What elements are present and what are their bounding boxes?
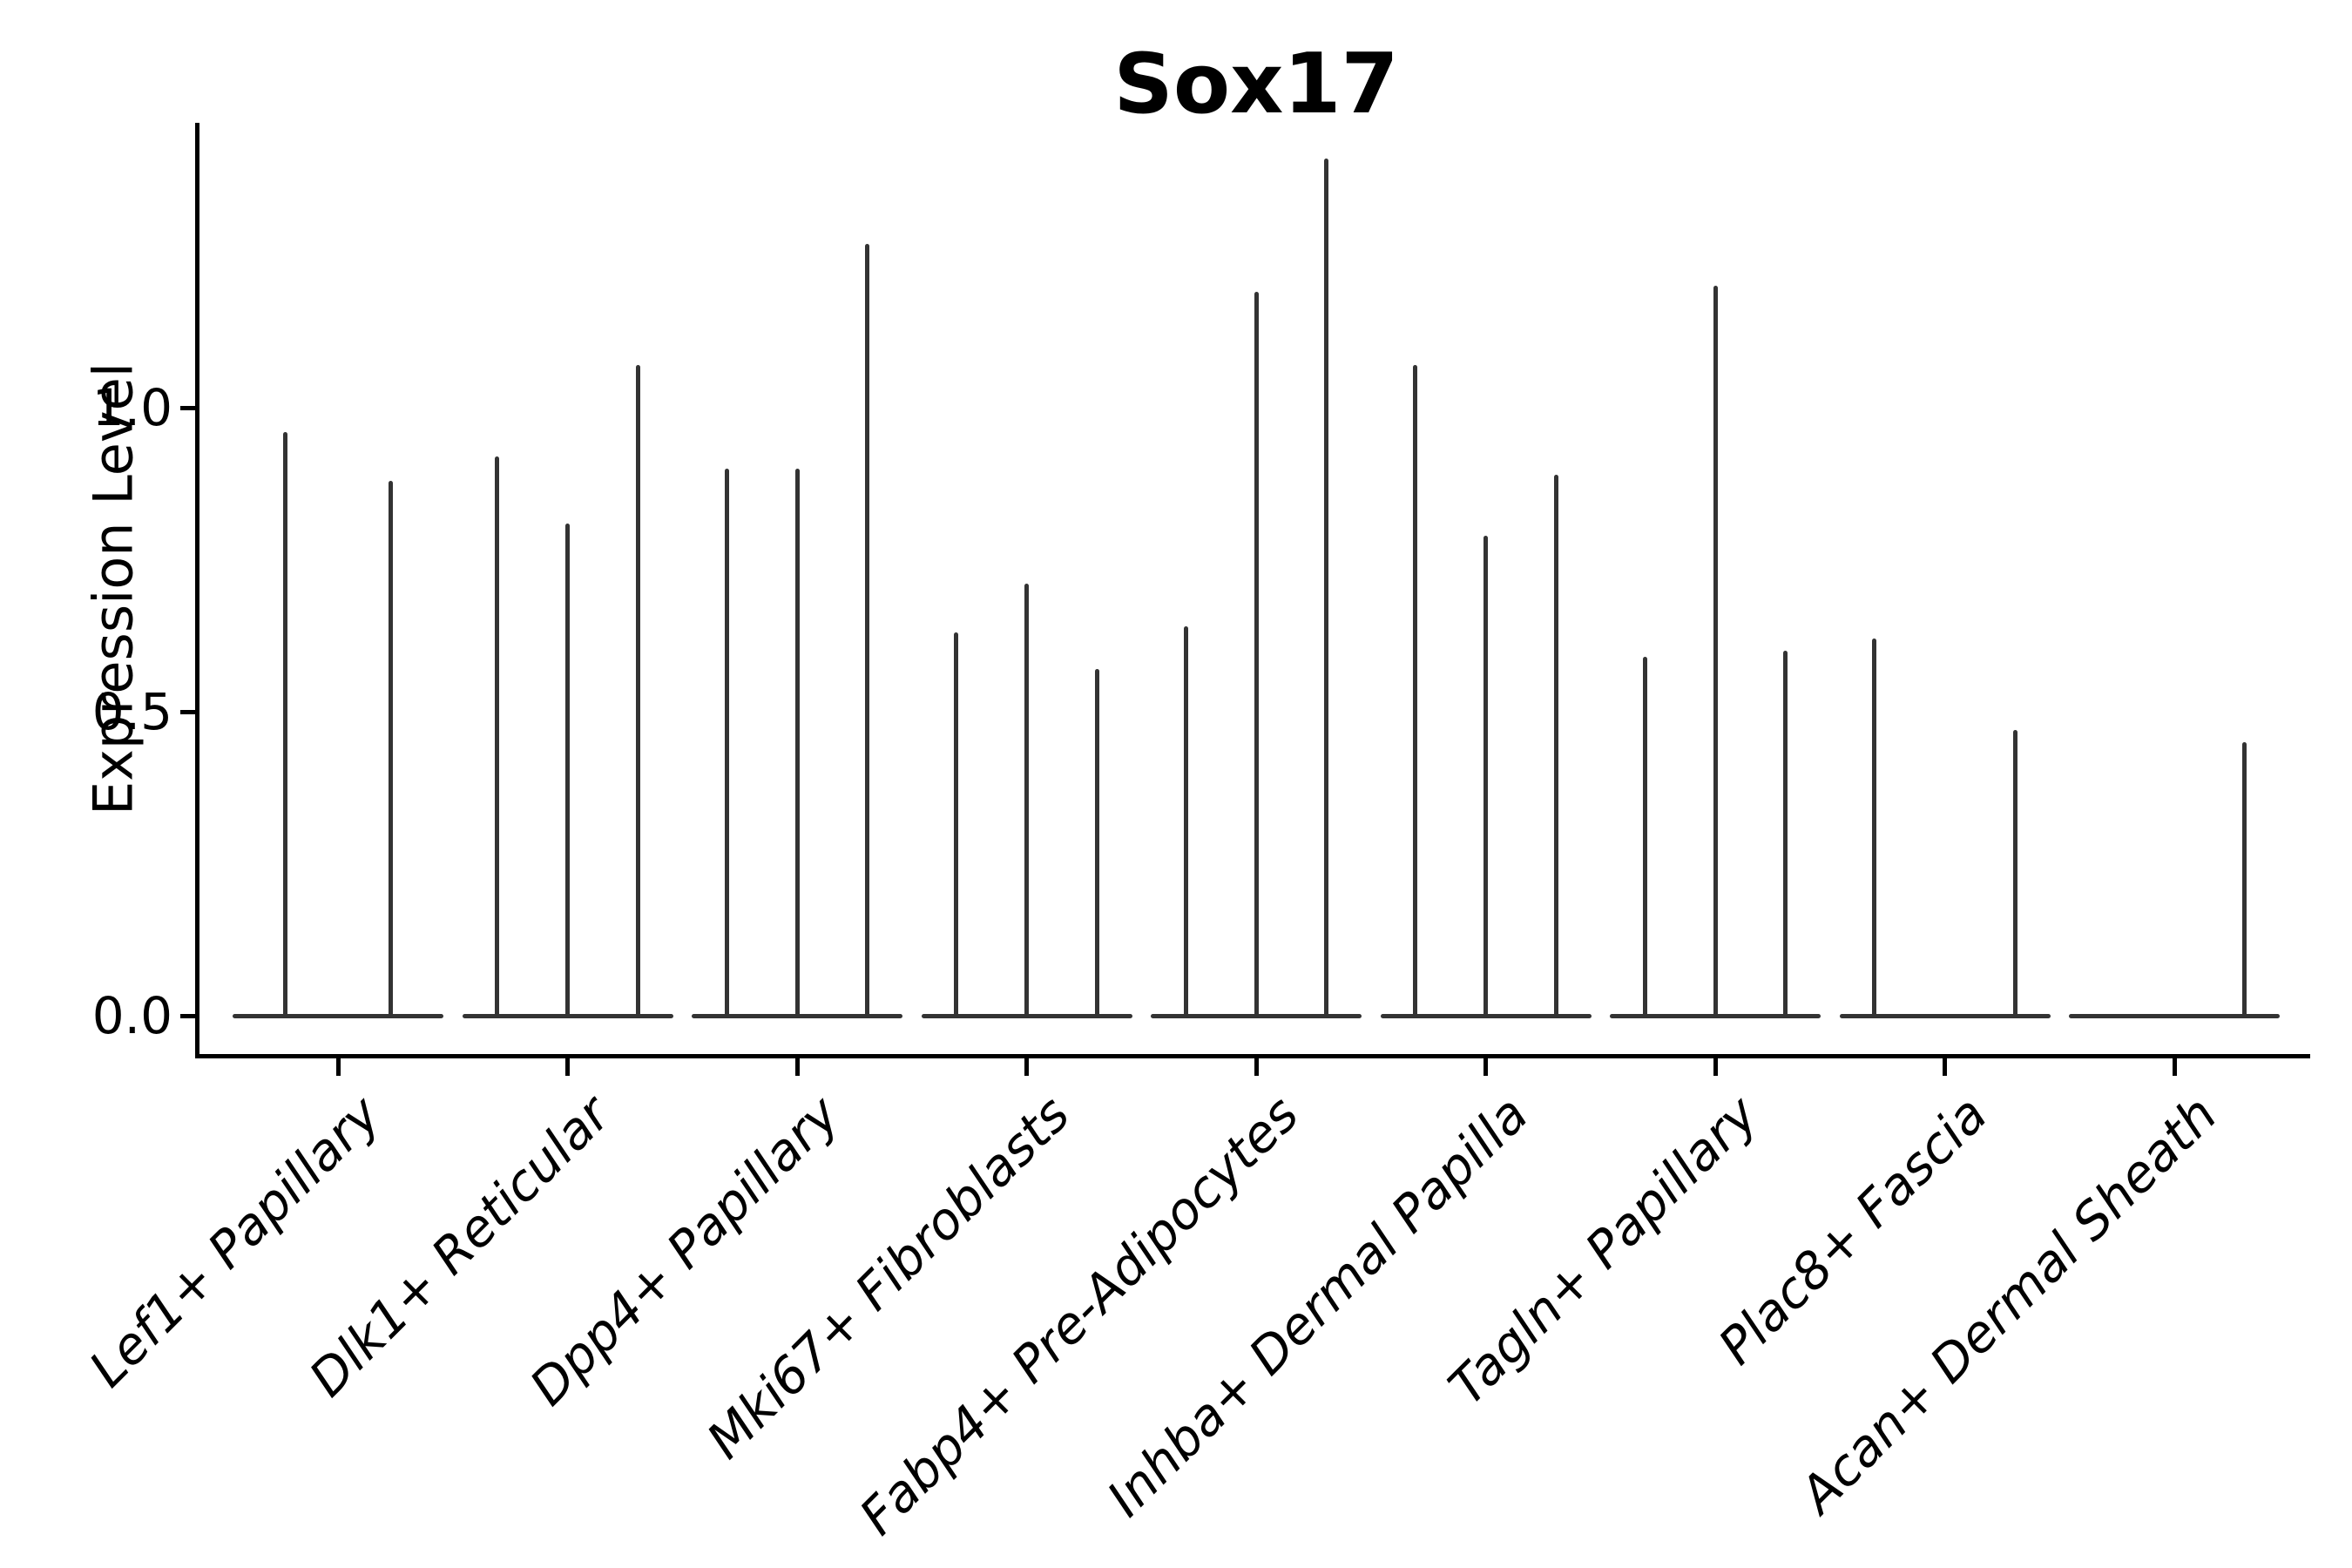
violin-spike [2242, 741, 2247, 1018]
violin-spike [565, 523, 570, 1018]
violin-spike [495, 456, 500, 1018]
violin-spike [1254, 292, 1259, 1018]
y-tick [180, 709, 198, 714]
violin-spike [1183, 626, 1188, 1018]
y-axis-tick-label: 0.0 [91, 986, 172, 1045]
bottom-spine [195, 1054, 2310, 1058]
violin-spike [724, 468, 729, 1018]
violin-spike [1642, 657, 1647, 1018]
y-tick [180, 405, 198, 410]
violin-spike [1413, 365, 1418, 1018]
x-axis-tick-label: Inhba+ Dermal Papilla [1096, 1084, 1540, 1529]
x-axis-tick-label: Acan+ Dermal Sheath [1788, 1084, 2228, 1524]
violin-spike [954, 632, 959, 1018]
chart-title: Sox17 [1113, 37, 1399, 132]
violin-base [2069, 1014, 2280, 1018]
violin-spike [283, 431, 287, 1018]
violin-spike [1783, 651, 1788, 1018]
violin-base [1839, 1014, 2051, 1018]
y-axis-tick-label: 1.0 [91, 378, 172, 437]
x-tick [794, 1058, 800, 1076]
x-axis-tick-label: Fabp4+ Pre-Adipocytes [848, 1084, 1310, 1546]
violin-spike [1872, 639, 1877, 1018]
violin-base [233, 1014, 443, 1018]
violin-spike [1713, 286, 1718, 1018]
x-tick [2172, 1058, 2177, 1076]
left-spine [195, 123, 199, 1058]
violin-spike [389, 480, 393, 1018]
x-tick [1713, 1058, 1718, 1076]
violin-spike [794, 468, 800, 1018]
violin-spike [1024, 584, 1029, 1018]
x-tick [335, 1058, 341, 1076]
y-axis-tick-label: 0.5 [91, 682, 172, 741]
violin-spike [2012, 729, 2017, 1018]
violin-spike [1094, 669, 1099, 1018]
x-tick [1943, 1058, 1947, 1076]
x-tick [1024, 1058, 1029, 1076]
violin-spike [865, 243, 870, 1018]
x-tick [1484, 1058, 1488, 1076]
x-tick [565, 1058, 570, 1076]
violin-spike [1324, 158, 1329, 1018]
violin-spike [635, 365, 640, 1018]
violin-spike [1484, 535, 1488, 1018]
violin-spike [1553, 474, 1558, 1018]
y-tick [180, 1013, 198, 1018]
x-tick [1254, 1058, 1259, 1076]
